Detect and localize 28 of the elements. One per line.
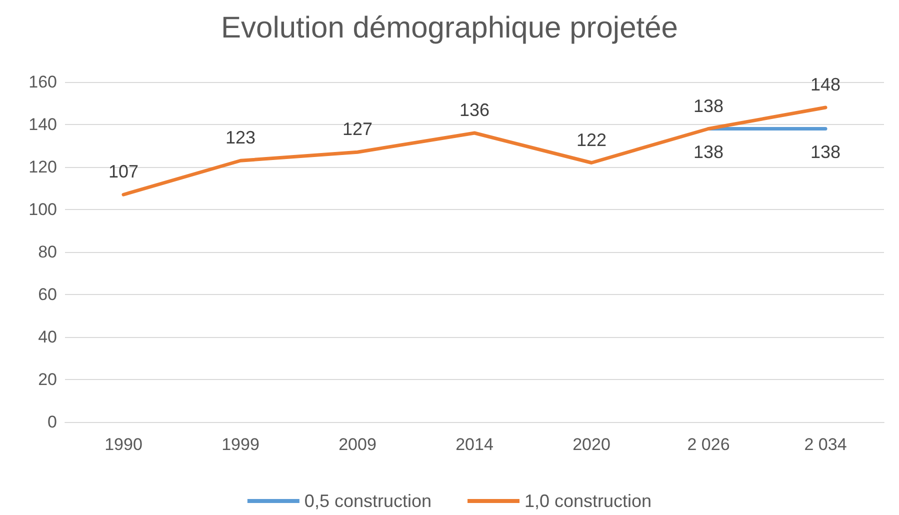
x-tick-label: 2 034 bbox=[804, 435, 847, 454]
x-tick-label: 1990 bbox=[104, 435, 142, 454]
data-label: 127 bbox=[342, 119, 373, 140]
data-label: 123 bbox=[225, 128, 256, 148]
x-tick-label: 1999 bbox=[222, 435, 260, 454]
data-label: 122 bbox=[576, 130, 607, 150]
x-tick-label: 2009 bbox=[338, 435, 376, 454]
data-label: 136 bbox=[459, 100, 490, 120]
data-label: 138 bbox=[693, 96, 724, 116]
x-tick-label: 2 026 bbox=[687, 435, 730, 454]
y-tick-label: 20 bbox=[38, 370, 57, 389]
data-label: 138 bbox=[693, 142, 724, 162]
chart-title: Evolution démographique projetée bbox=[221, 12, 678, 44]
legend-label: 0,5 construction bbox=[304, 491, 432, 511]
legend-label: 1,0 construction bbox=[524, 491, 652, 511]
data-label: 148 bbox=[810, 74, 841, 94]
y-tick-label: 120 bbox=[28, 158, 57, 176]
x-tick-label: 2014 bbox=[456, 435, 494, 454]
y-tick-label: 0 bbox=[48, 412, 57, 432]
y-tick-label: 140 bbox=[28, 115, 57, 134]
y-tick-label: 100 bbox=[28, 200, 57, 219]
y-tick-label: 40 bbox=[38, 328, 57, 346]
y-tick-label: 80 bbox=[38, 242, 57, 262]
y-tick-label: 60 bbox=[38, 285, 57, 304]
y-tick-label: 160 bbox=[28, 72, 57, 92]
data-label: 107 bbox=[108, 162, 139, 182]
x-tick-label: 2020 bbox=[572, 435, 610, 454]
data-label: 138 bbox=[810, 142, 841, 162]
